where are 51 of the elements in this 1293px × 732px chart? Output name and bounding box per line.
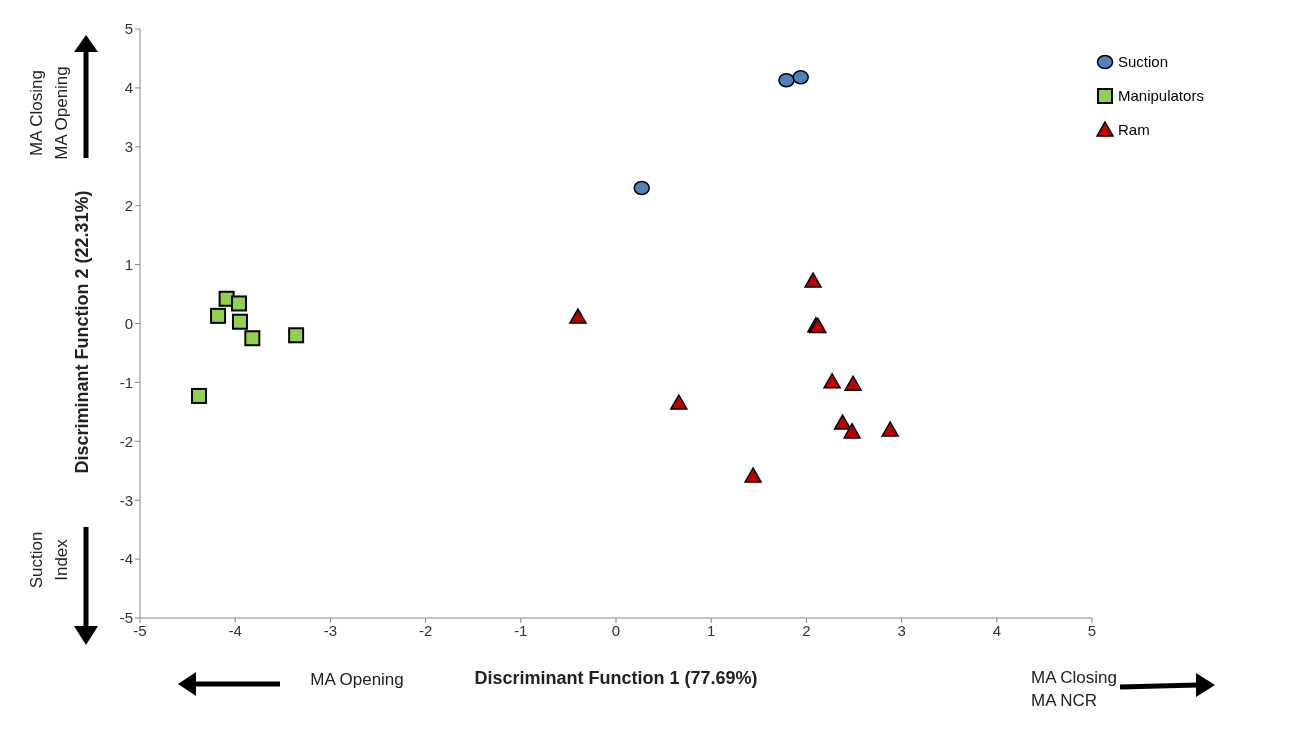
point	[792, 70, 809, 85]
x-tick-label: 0	[611, 621, 621, 639]
text: MA Opening	[310, 670, 404, 690]
x-tick-label: -3	[323, 621, 338, 639]
point	[210, 307, 227, 324]
y-tick-label: -2	[119, 432, 133, 450]
point	[231, 295, 248, 312]
point	[670, 394, 688, 410]
y-tick-label: 0	[124, 314, 133, 332]
point	[288, 327, 305, 344]
y-tick-label: 4	[124, 79, 133, 97]
y-tick-label: -3	[119, 491, 133, 509]
x-tick-label: 1	[707, 621, 716, 639]
point	[633, 180, 650, 196]
text: MA Closing	[27, 70, 47, 156]
text: Suction	[27, 531, 47, 589]
point	[833, 414, 852, 430]
point	[231, 313, 248, 330]
y-tick-label: 1	[124, 255, 133, 273]
x-axis-title: Discriminant Function 1 (77.69%)	[474, 668, 758, 688]
point	[191, 387, 208, 404]
x-tick-label: 4	[992, 621, 1001, 639]
x-tick-label: -1	[514, 621, 528, 639]
point	[823, 373, 841, 389]
x-tick-label: -2	[418, 621, 433, 639]
point	[569, 308, 587, 324]
y-axis-title: Discriminant Function 2 (22.31%)	[72, 190, 93, 474]
x-tick-label: 3	[897, 621, 906, 639]
y-tick-label: 5	[124, 20, 133, 38]
point	[244, 330, 261, 347]
point	[881, 421, 899, 437]
text: MA Closing	[1031, 668, 1117, 688]
x-tick-label: 2	[802, 621, 811, 639]
point	[778, 72, 795, 88]
y-tick-label: 3	[124, 138, 133, 156]
y-tick-label: -4	[119, 550, 133, 568]
y-tick-label: 2	[124, 197, 133, 215]
y-tick-label: -1	[119, 373, 133, 391]
legend-label: Ram	[1118, 120, 1150, 138]
x-tick-label: -4	[228, 621, 242, 639]
legend-label: Suction	[1118, 52, 1169, 70]
point	[843, 423, 861, 439]
point	[744, 467, 762, 483]
x-tick-label: 5	[1087, 621, 1097, 639]
text: Index	[52, 539, 72, 581]
legend-label: Manipulators	[1118, 86, 1204, 104]
point	[844, 375, 862, 391]
text: MA Opening	[52, 66, 72, 160]
point	[804, 272, 822, 288]
text: MA NCR	[1031, 691, 1098, 711]
y-tick-label: -5	[119, 609, 133, 627]
